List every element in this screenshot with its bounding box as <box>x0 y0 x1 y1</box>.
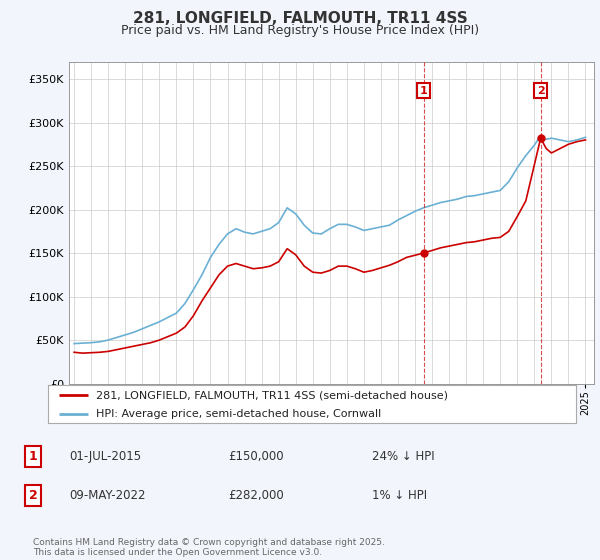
Text: 1: 1 <box>29 450 37 463</box>
Text: 1: 1 <box>419 86 427 96</box>
Text: Price paid vs. HM Land Registry's House Price Index (HPI): Price paid vs. HM Land Registry's House … <box>121 24 479 36</box>
Text: 1% ↓ HPI: 1% ↓ HPI <box>372 489 427 502</box>
Text: HPI: Average price, semi-detached house, Cornwall: HPI: Average price, semi-detached house,… <box>95 409 381 419</box>
Text: 01-JUL-2015: 01-JUL-2015 <box>69 450 141 463</box>
Text: 281, LONGFIELD, FALMOUTH, TR11 4SS: 281, LONGFIELD, FALMOUTH, TR11 4SS <box>133 11 467 26</box>
Text: Contains HM Land Registry data © Crown copyright and database right 2025.
This d: Contains HM Land Registry data © Crown c… <box>33 538 385 557</box>
Text: 2: 2 <box>29 489 37 502</box>
Text: 281, LONGFIELD, FALMOUTH, TR11 4SS (semi-detached house): 281, LONGFIELD, FALMOUTH, TR11 4SS (semi… <box>95 390 448 400</box>
Text: £150,000: £150,000 <box>228 450 284 463</box>
Text: 09-MAY-2022: 09-MAY-2022 <box>69 489 146 502</box>
Text: £282,000: £282,000 <box>228 489 284 502</box>
Text: 2: 2 <box>537 86 545 96</box>
Text: 24% ↓ HPI: 24% ↓ HPI <box>372 450 434 463</box>
